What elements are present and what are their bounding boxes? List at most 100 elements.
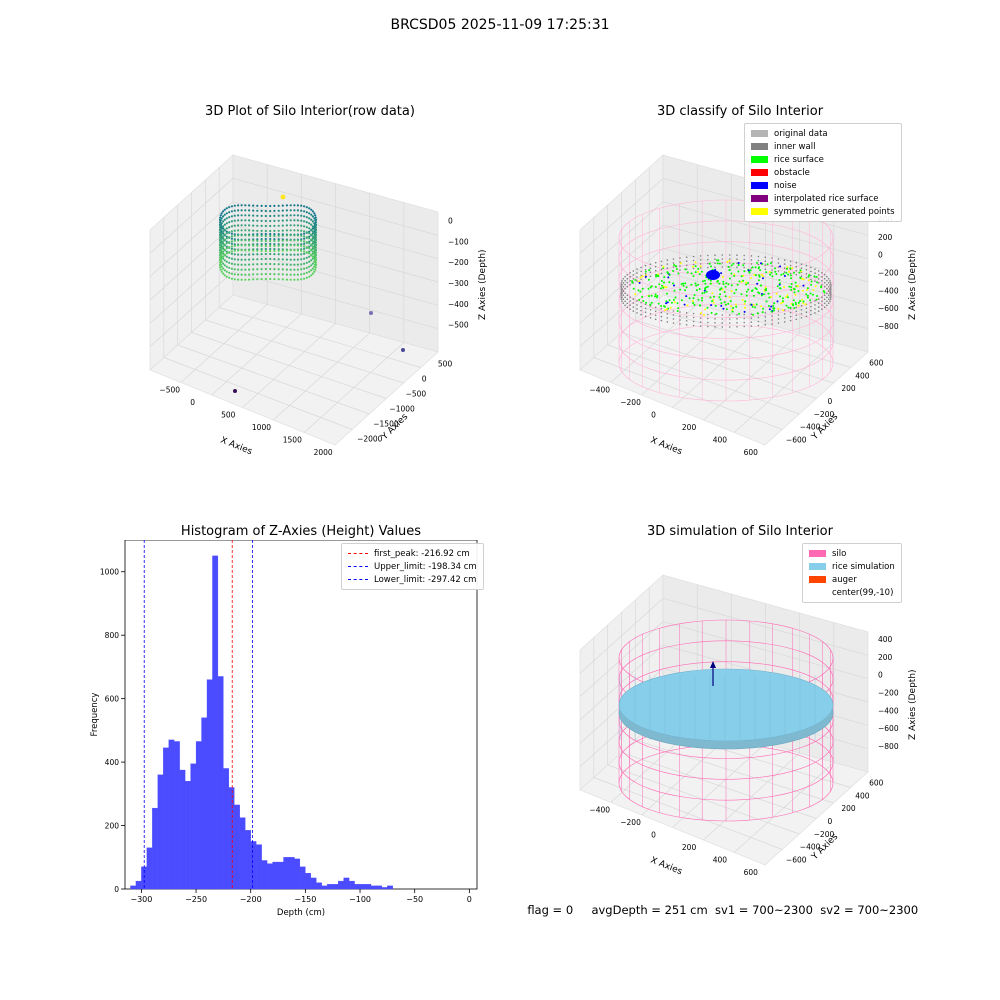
inner-wall-point [829,280,831,282]
surface-point [755,266,757,268]
scan-point [234,225,236,227]
surface-point [642,300,644,302]
scan-point [265,263,267,265]
inner-wall-point [633,302,635,304]
surface-point [777,308,779,310]
scan-point [300,235,302,237]
scan-point [231,220,233,222]
scan-point [310,274,312,276]
surface-point [669,299,671,301]
surface-point [696,289,698,291]
scan-point [234,210,236,212]
scan-point [310,269,312,271]
simulation-legend: silo rice simulation auger center(99,-10) [802,543,902,603]
legend-label: obstacle [774,168,810,178]
inner-wall-point [751,259,753,261]
legend-swatch [809,550,826,557]
scan-point [231,250,233,252]
surface-point [727,303,729,305]
surface-point [816,276,818,278]
x-tick-label: 400 [713,435,728,444]
inner-wall-point [796,262,798,264]
inner-wall-point [700,325,702,327]
y-axis-label: Frequency [90,693,100,737]
surface-point [766,300,768,302]
scan-point [228,241,230,243]
surface-point [722,276,724,278]
z-tick-label: 0 [448,216,453,225]
scan-point [282,230,284,232]
scan-point [278,245,280,247]
scan-point [226,271,228,273]
legend-label: first_peak: -216.92 cm [374,549,470,559]
surface-point [758,267,760,269]
scan-point [248,259,250,261]
surface-point [816,295,818,297]
scan-point [221,227,223,229]
scan-point [224,244,226,246]
scan-point [306,216,308,218]
scan-point [256,215,258,217]
surface-point [787,274,789,276]
scan-point [315,222,317,224]
scan-point [226,237,228,239]
scan-point [222,210,224,212]
scan-point [286,204,288,206]
inner-wall-point [826,301,828,303]
x-tick-label: −200 [620,398,641,407]
flag-text: flag = 0 [527,903,573,917]
inner-wall-point [765,260,767,262]
scan-point [231,225,233,227]
scan-point [308,266,310,268]
surface-point [710,283,712,285]
histogram-bar [311,878,316,889]
histogram-bar [322,886,327,889]
scan-point [228,206,230,208]
inner-wall-point [736,322,738,324]
raw-3d-axes: −50005001000150020005000−500−1000−1500−2… [120,120,500,460]
scan-point [303,225,305,227]
z-tick-label: −500 [448,321,469,330]
surface-point [742,299,744,301]
z-tick-label: 400 [878,635,893,644]
y-tick-label: 600 [105,695,120,704]
scan-point [265,248,267,250]
scan-point [290,239,292,241]
scan-point [248,264,250,266]
surface-point [661,280,663,282]
z-tick-label: 200 [878,233,893,242]
scan-point [220,249,222,251]
surface-point [760,305,762,307]
scan-point [269,278,271,280]
scan-point [221,237,223,239]
scan-point [293,254,295,256]
scan-point [234,235,236,237]
surface-point [656,296,658,298]
scan-point [312,210,314,212]
histogram-bar [234,805,239,889]
surface-point [649,304,651,306]
z-axis-label: Z Axies (Depth) [908,249,918,320]
inner-wall-point [627,282,629,284]
surface-point [691,272,693,274]
surface-point [779,265,781,267]
z-tick-label: −200 [448,258,469,267]
scan-point [306,257,308,259]
scan-point [265,268,267,270]
surface-point [808,279,810,281]
scan-point [226,207,228,209]
legend-swatch [751,208,768,215]
scan-point [228,226,230,228]
surface-point [762,277,764,279]
inner-wall-point [814,280,816,282]
z-tick-label: −800 [878,322,899,331]
inner-wall-point [624,305,626,307]
surface-point [758,274,760,276]
inner-wall-point [818,298,820,300]
surface-point [782,300,784,302]
inner-wall-point [784,267,786,269]
scan-point [241,254,243,256]
scan-point [220,234,222,236]
scan-point [261,268,263,270]
scan-point [265,205,267,207]
